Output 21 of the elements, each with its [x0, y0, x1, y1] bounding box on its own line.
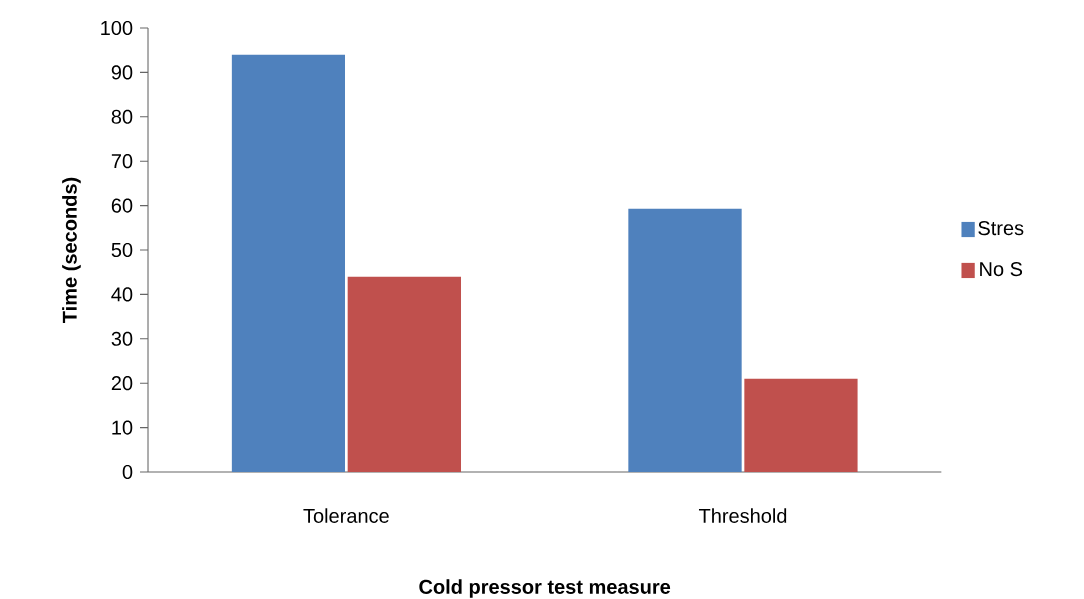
bar	[231, 54, 346, 473]
y-tick-label: 100	[101, 21, 133, 36]
y-tick-label: 10	[112, 420, 133, 435]
y-tick-label: 70	[111, 154, 133, 169]
y-tick-label: 0	[122, 465, 133, 480]
y-axis-title: Time (seconds)	[62, 178, 81, 324]
y-tick-label: 30	[111, 331, 133, 347]
y-tick-label: 50	[111, 243, 133, 258]
x-axis-title: Cold pressor test measure	[419, 579, 671, 599]
y-tick-label: 40	[111, 287, 133, 302]
bar	[628, 208, 742, 473]
y-tick-label: 80	[111, 109, 133, 125]
legend-label: No S	[980, 262, 1023, 277]
bar	[744, 378, 858, 473]
x-tick-label: Threshold	[698, 508, 787, 524]
legend-label: Stres	[978, 221, 1024, 236]
y-tick-label: 60	[111, 198, 133, 213]
bar	[347, 276, 462, 473]
y-tick-label: 20	[111, 376, 133, 391]
x-tick-label: Tolerance	[303, 508, 389, 524]
y-tick-label: 90	[111, 65, 133, 80]
